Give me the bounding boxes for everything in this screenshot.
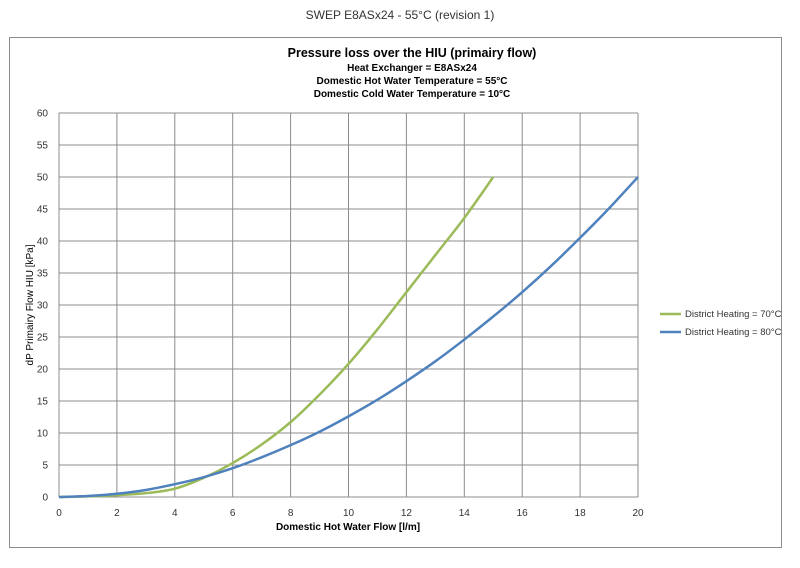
y-axis-ticks: 0 5 10 15 20 25 30 35 40 45 50 55 60: [37, 109, 49, 504]
chart-subtitle-2: Domestic Hot Water Temperature = 55°C: [317, 76, 508, 87]
x-tick-label: 8: [288, 508, 294, 519]
series-line-80c: [58, 176, 639, 499]
y-tick-label: 0: [42, 493, 48, 504]
y-tick-label: 50: [37, 173, 49, 184]
y-axis-label: dP Primairy Flow HIU [kPa]: [25, 244, 36, 365]
x-axis-label: Domestic Hot Water Flow [l/m]: [276, 522, 420, 533]
x-tick-label: 20: [632, 508, 644, 519]
x-tick-label: 16: [517, 508, 529, 519]
y-tick-label: 5: [42, 461, 48, 472]
chart-area: [9, 37, 782, 548]
x-tick-label: 6: [230, 508, 236, 519]
y-tick-label: 60: [37, 109, 49, 120]
y-tick-label: 20: [37, 365, 49, 376]
legend: District Heating = 70°C District Heating…: [660, 309, 782, 338]
legend-label-70: District Heating = 70°C: [685, 309, 782, 320]
legend-label-80: District Heating = 80°C: [685, 327, 782, 338]
x-tick-label: 2: [114, 508, 120, 519]
x-tick-label: 10: [343, 508, 355, 519]
page-title: SWEP E8ASx24 - 55°C (revision 1): [305, 8, 495, 22]
chart-subtitle-1: Heat Exchanger = E8ASx24: [347, 63, 477, 74]
series-line-70c: [58, 176, 495, 499]
y-tick-label: 40: [37, 237, 49, 248]
x-tick-label: 4: [172, 508, 178, 519]
y-tick-label: 10: [37, 429, 49, 440]
series-lines: [58, 176, 639, 499]
chart-subtitle-3: Domestic Cold Water Temperature = 10°C: [314, 89, 511, 100]
y-tick-label: 25: [37, 333, 49, 344]
y-tick-label: 45: [37, 205, 49, 216]
y-tick-label: 55: [37, 141, 49, 152]
x-tick-label: 18: [575, 508, 587, 519]
x-tick-label: 0: [56, 508, 62, 519]
chart-title: Pressure loss over the HIU (primairy flo…: [288, 46, 537, 60]
y-tick-label: 15: [37, 397, 49, 408]
y-tick-label: 30: [37, 301, 49, 312]
gridlines: [58, 112, 639, 498]
x-tick-label: 14: [459, 508, 471, 519]
x-axis-ticks: 0 2 4 6 8 10 12 14 16 18 20: [56, 508, 644, 519]
x-tick-label: 12: [401, 508, 413, 519]
y-tick-label: 35: [37, 269, 49, 280]
